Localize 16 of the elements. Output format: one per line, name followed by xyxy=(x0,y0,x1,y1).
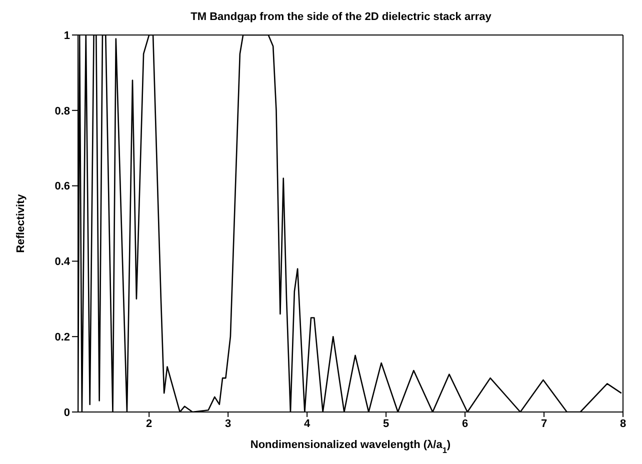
x-tick-label: 6 xyxy=(462,418,468,430)
x-axis-title: Nondimensionalized wavelength (λ/a$_{1}$) xyxy=(250,439,451,454)
x-tick-label: 5 xyxy=(382,418,390,430)
x-tick-label: 2 xyxy=(146,418,152,430)
y-tick-label: 0.4 xyxy=(54,256,71,268)
y-tick-label: 0.2 xyxy=(54,332,70,344)
x-tick-label: 7 xyxy=(540,418,548,430)
x-tick-label: 8 xyxy=(620,418,626,430)
y-tick-label: 0.8 xyxy=(54,105,70,118)
chart-title: TM Bandgap from the side of the 2D dielectric stack array xyxy=(190,10,492,25)
y-axis-title: Reflectivity xyxy=(14,193,27,253)
y-tick-label: 1 xyxy=(64,30,70,42)
y-tick-label: 0 xyxy=(64,406,70,419)
y-tick-label: 0.6 xyxy=(54,180,70,193)
x-tick-label: 3 xyxy=(225,418,232,430)
x-tick-label: 4 xyxy=(304,418,311,430)
